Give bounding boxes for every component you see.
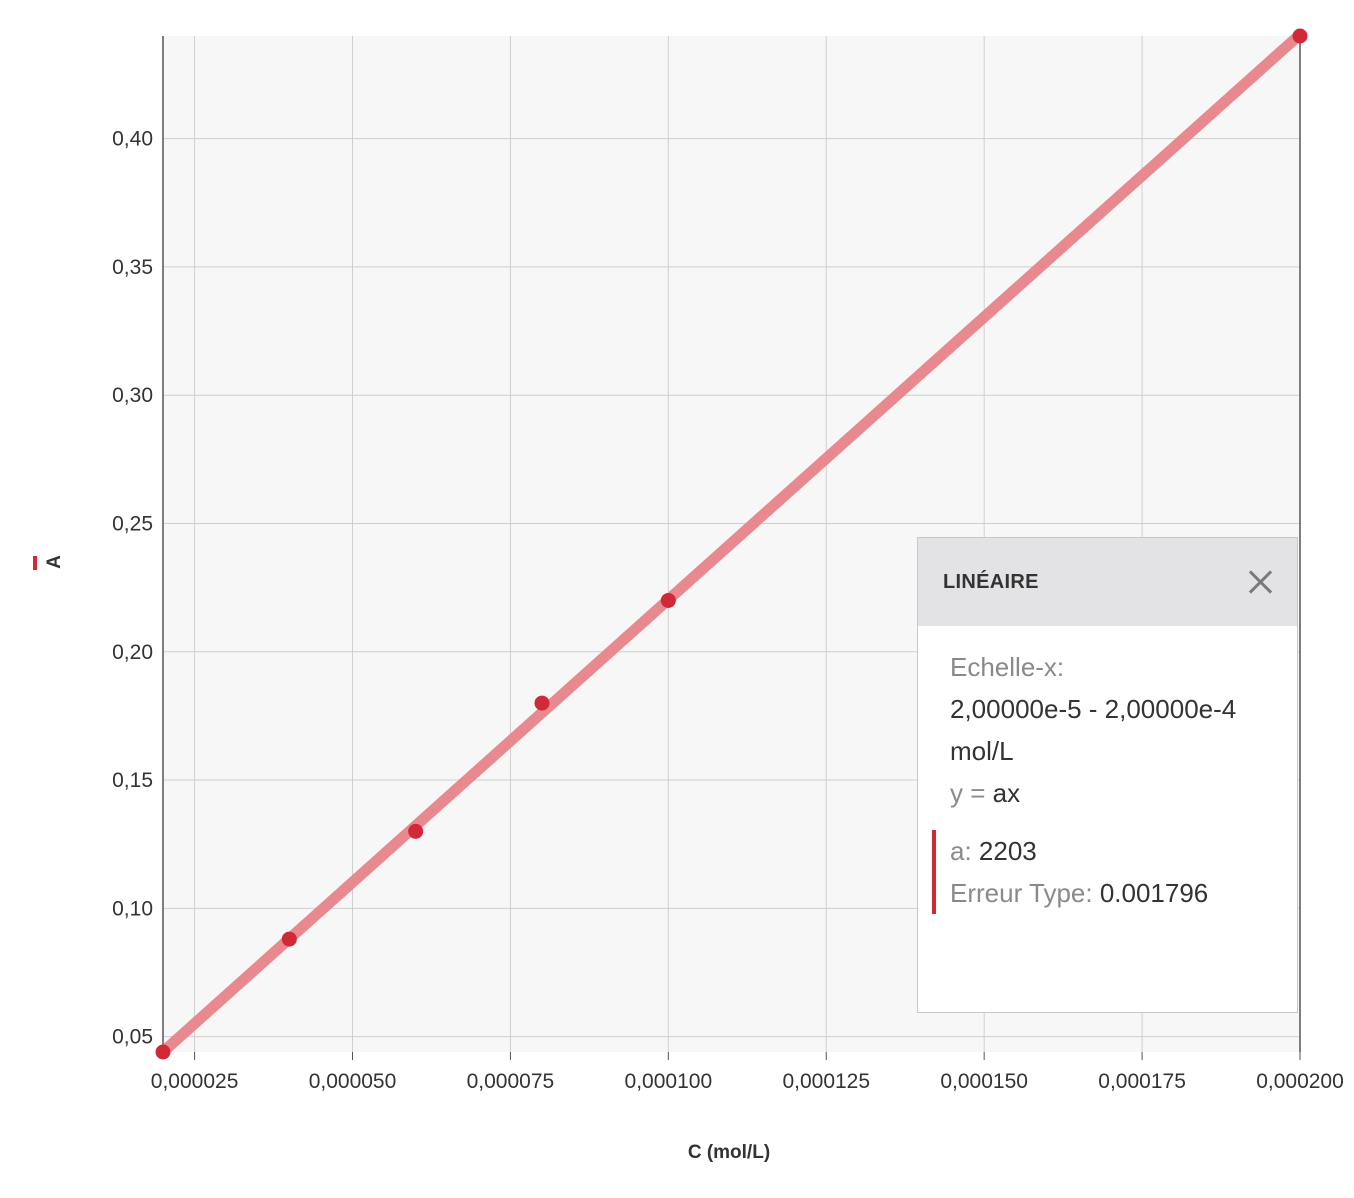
scale-unit: mol/L: [950, 736, 1014, 766]
y-tick-label: 0,15: [112, 769, 153, 792]
y-tick-label: 0,05: [112, 1026, 153, 1049]
fit-panel-title: LINÉAIRE: [943, 570, 1039, 593]
data-point[interactable]: [1292, 28, 1308, 44]
param-a-label: a:: [950, 836, 972, 866]
scale-value: 2,00000e-5 - 2,00000e-4: [950, 694, 1237, 724]
x-tick-label: 0,000200: [1256, 1070, 1344, 1093]
scale-label: Echelle-x:: [950, 652, 1065, 682]
equation-equals: =: [963, 778, 993, 808]
data-points: [155, 28, 1308, 1060]
equation-rhs: ax: [992, 778, 1021, 808]
fit-equation: y = ax: [950, 772, 1283, 814]
fit-panel-header: LINÉAIRE: [918, 538, 1297, 626]
y-axis-title: A: [44, 555, 65, 569]
y-series-swatch: [33, 556, 37, 570]
param-a: a: 2203: [950, 830, 1283, 872]
param-a-value: 2203: [971, 836, 1037, 866]
data-point[interactable]: [660, 592, 676, 608]
x-tick-label: 0,000150: [940, 1070, 1028, 1093]
y-tick-label: 0,40: [112, 128, 153, 151]
x-axis-title: C (mol/L): [688, 1142, 770, 1163]
data-point[interactable]: [534, 695, 550, 711]
fit-parameters: a: 2203 Erreur Type: 0.001796: [932, 830, 1283, 914]
data-point[interactable]: [155, 1044, 171, 1060]
y-tick-label: 0,25: [112, 512, 153, 535]
close-icon[interactable]: [1247, 568, 1275, 596]
fit-line: [159, 30, 1304, 1056]
equation-y: y: [950, 778, 963, 808]
y-axis-ticks: 0,05 0,10 0,15 0,20 0,25 0,30 0,35 0,40: [112, 128, 153, 1049]
data-point[interactable]: [281, 931, 297, 947]
fit-panel-body: Echelle-x: 2,00000e-5 - 2,00000e-4 mol/L…: [918, 626, 1297, 914]
fit-line-path: [159, 30, 1304, 1056]
y-tick-label: 0,30: [112, 384, 153, 407]
x-tick-label: 0,000100: [625, 1070, 713, 1093]
x-tick-label: 0,000050: [309, 1070, 397, 1093]
y-axis-title-group: A: [44, 555, 65, 569]
x-tick-label: 0,000025: [151, 1070, 239, 1093]
x-tick-label: 0,000125: [782, 1070, 870, 1093]
y-tick-label: 0,35: [112, 256, 153, 279]
y-tick-label: 0,10: [112, 897, 153, 920]
x-tick-label: 0,000075: [467, 1070, 555, 1093]
stderr-value: 0.001796: [1092, 878, 1209, 908]
param-stderr: Erreur Type: 0.001796: [950, 872, 1283, 914]
stderr-label: Erreur Type:: [950, 878, 1093, 908]
y-tick-label: 0,20: [112, 641, 153, 664]
x-axis-ticks: 0,000025 0,000050 0,000075 0,000100 0,000125…: [151, 1052, 1344, 1093]
data-point[interactable]: [408, 823, 424, 839]
x-tick-label: 0,000175: [1098, 1070, 1186, 1093]
fit-panel: LINÉAIRE Echelle-x: 2,00000e-5 - 2,00000…: [917, 537, 1298, 1013]
